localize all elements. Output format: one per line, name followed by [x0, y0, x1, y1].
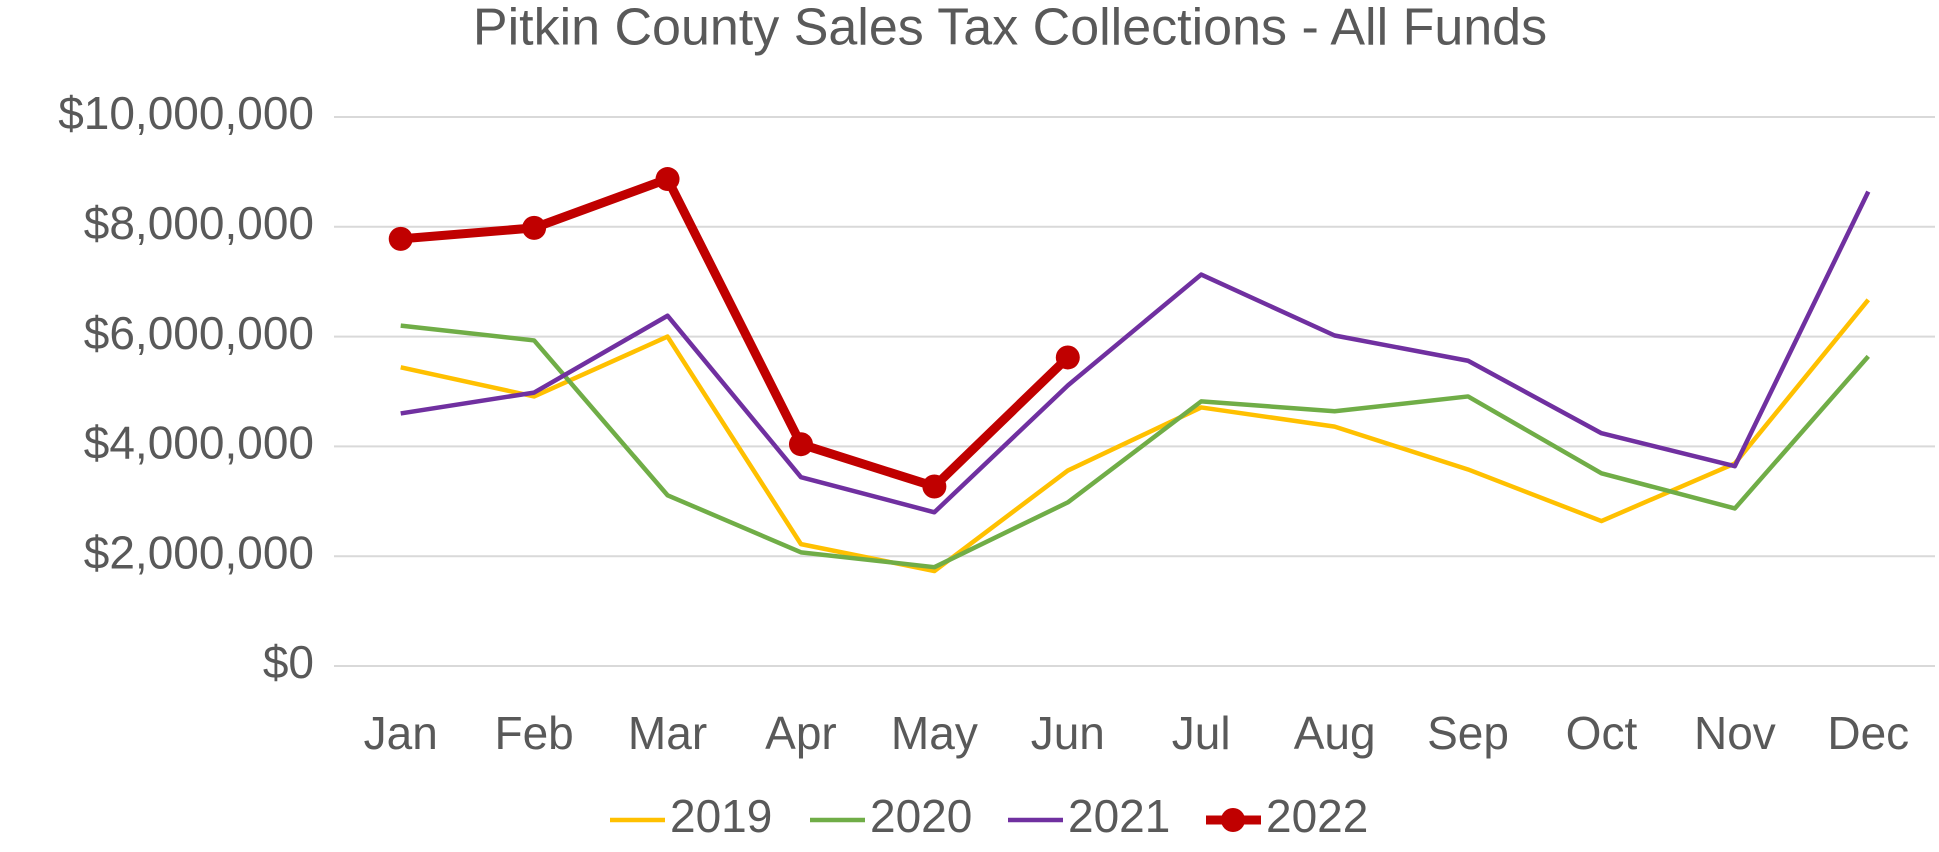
series-line: [400, 174, 1071, 491]
x-tick-label: Feb: [494, 707, 573, 759]
x-tick-label: Jul: [1172, 707, 1231, 759]
x-tick-label: Nov: [1694, 707, 1776, 759]
data-point: [522, 215, 547, 240]
y-tick-label: $10,000,000: [58, 87, 314, 139]
chart-title: Pitkin County Sales Tax Collections - Al…: [473, 0, 1547, 57]
x-tick-label: Jun: [1031, 707, 1105, 759]
legend-marker: [1221, 808, 1245, 832]
data-point: [655, 167, 680, 192]
data-point: [922, 474, 947, 499]
series-line: [400, 190, 1871, 515]
x-tick-label: Jan: [364, 707, 438, 759]
x-tick-label: May: [891, 707, 978, 759]
legend-label: 2020: [870, 790, 972, 842]
series-line: [400, 323, 1870, 570]
y-tick-label: $8,000,000: [84, 197, 314, 249]
legend-label: 2019: [670, 790, 772, 842]
data-point: [1055, 345, 1080, 370]
x-tick-label: Aug: [1294, 707, 1376, 759]
legend-label: 2021: [1068, 790, 1170, 842]
x-tick-label: Apr: [765, 707, 837, 759]
y-tick-label: $0: [263, 636, 314, 688]
y-tick-label: $6,000,000: [84, 307, 314, 359]
x-tick-label: Sep: [1427, 707, 1509, 759]
x-tick-label: Oct: [1566, 707, 1638, 759]
x-tick-label: Mar: [628, 707, 707, 759]
legend-label: 2022: [1266, 790, 1368, 842]
series-line: [400, 298, 1871, 574]
x-tick-label: Dec: [1827, 707, 1909, 759]
data-point: [788, 432, 813, 457]
y-tick-label: $2,000,000: [84, 526, 314, 578]
y-tick-label: $4,000,000: [84, 417, 314, 469]
data-point: [388, 226, 413, 251]
